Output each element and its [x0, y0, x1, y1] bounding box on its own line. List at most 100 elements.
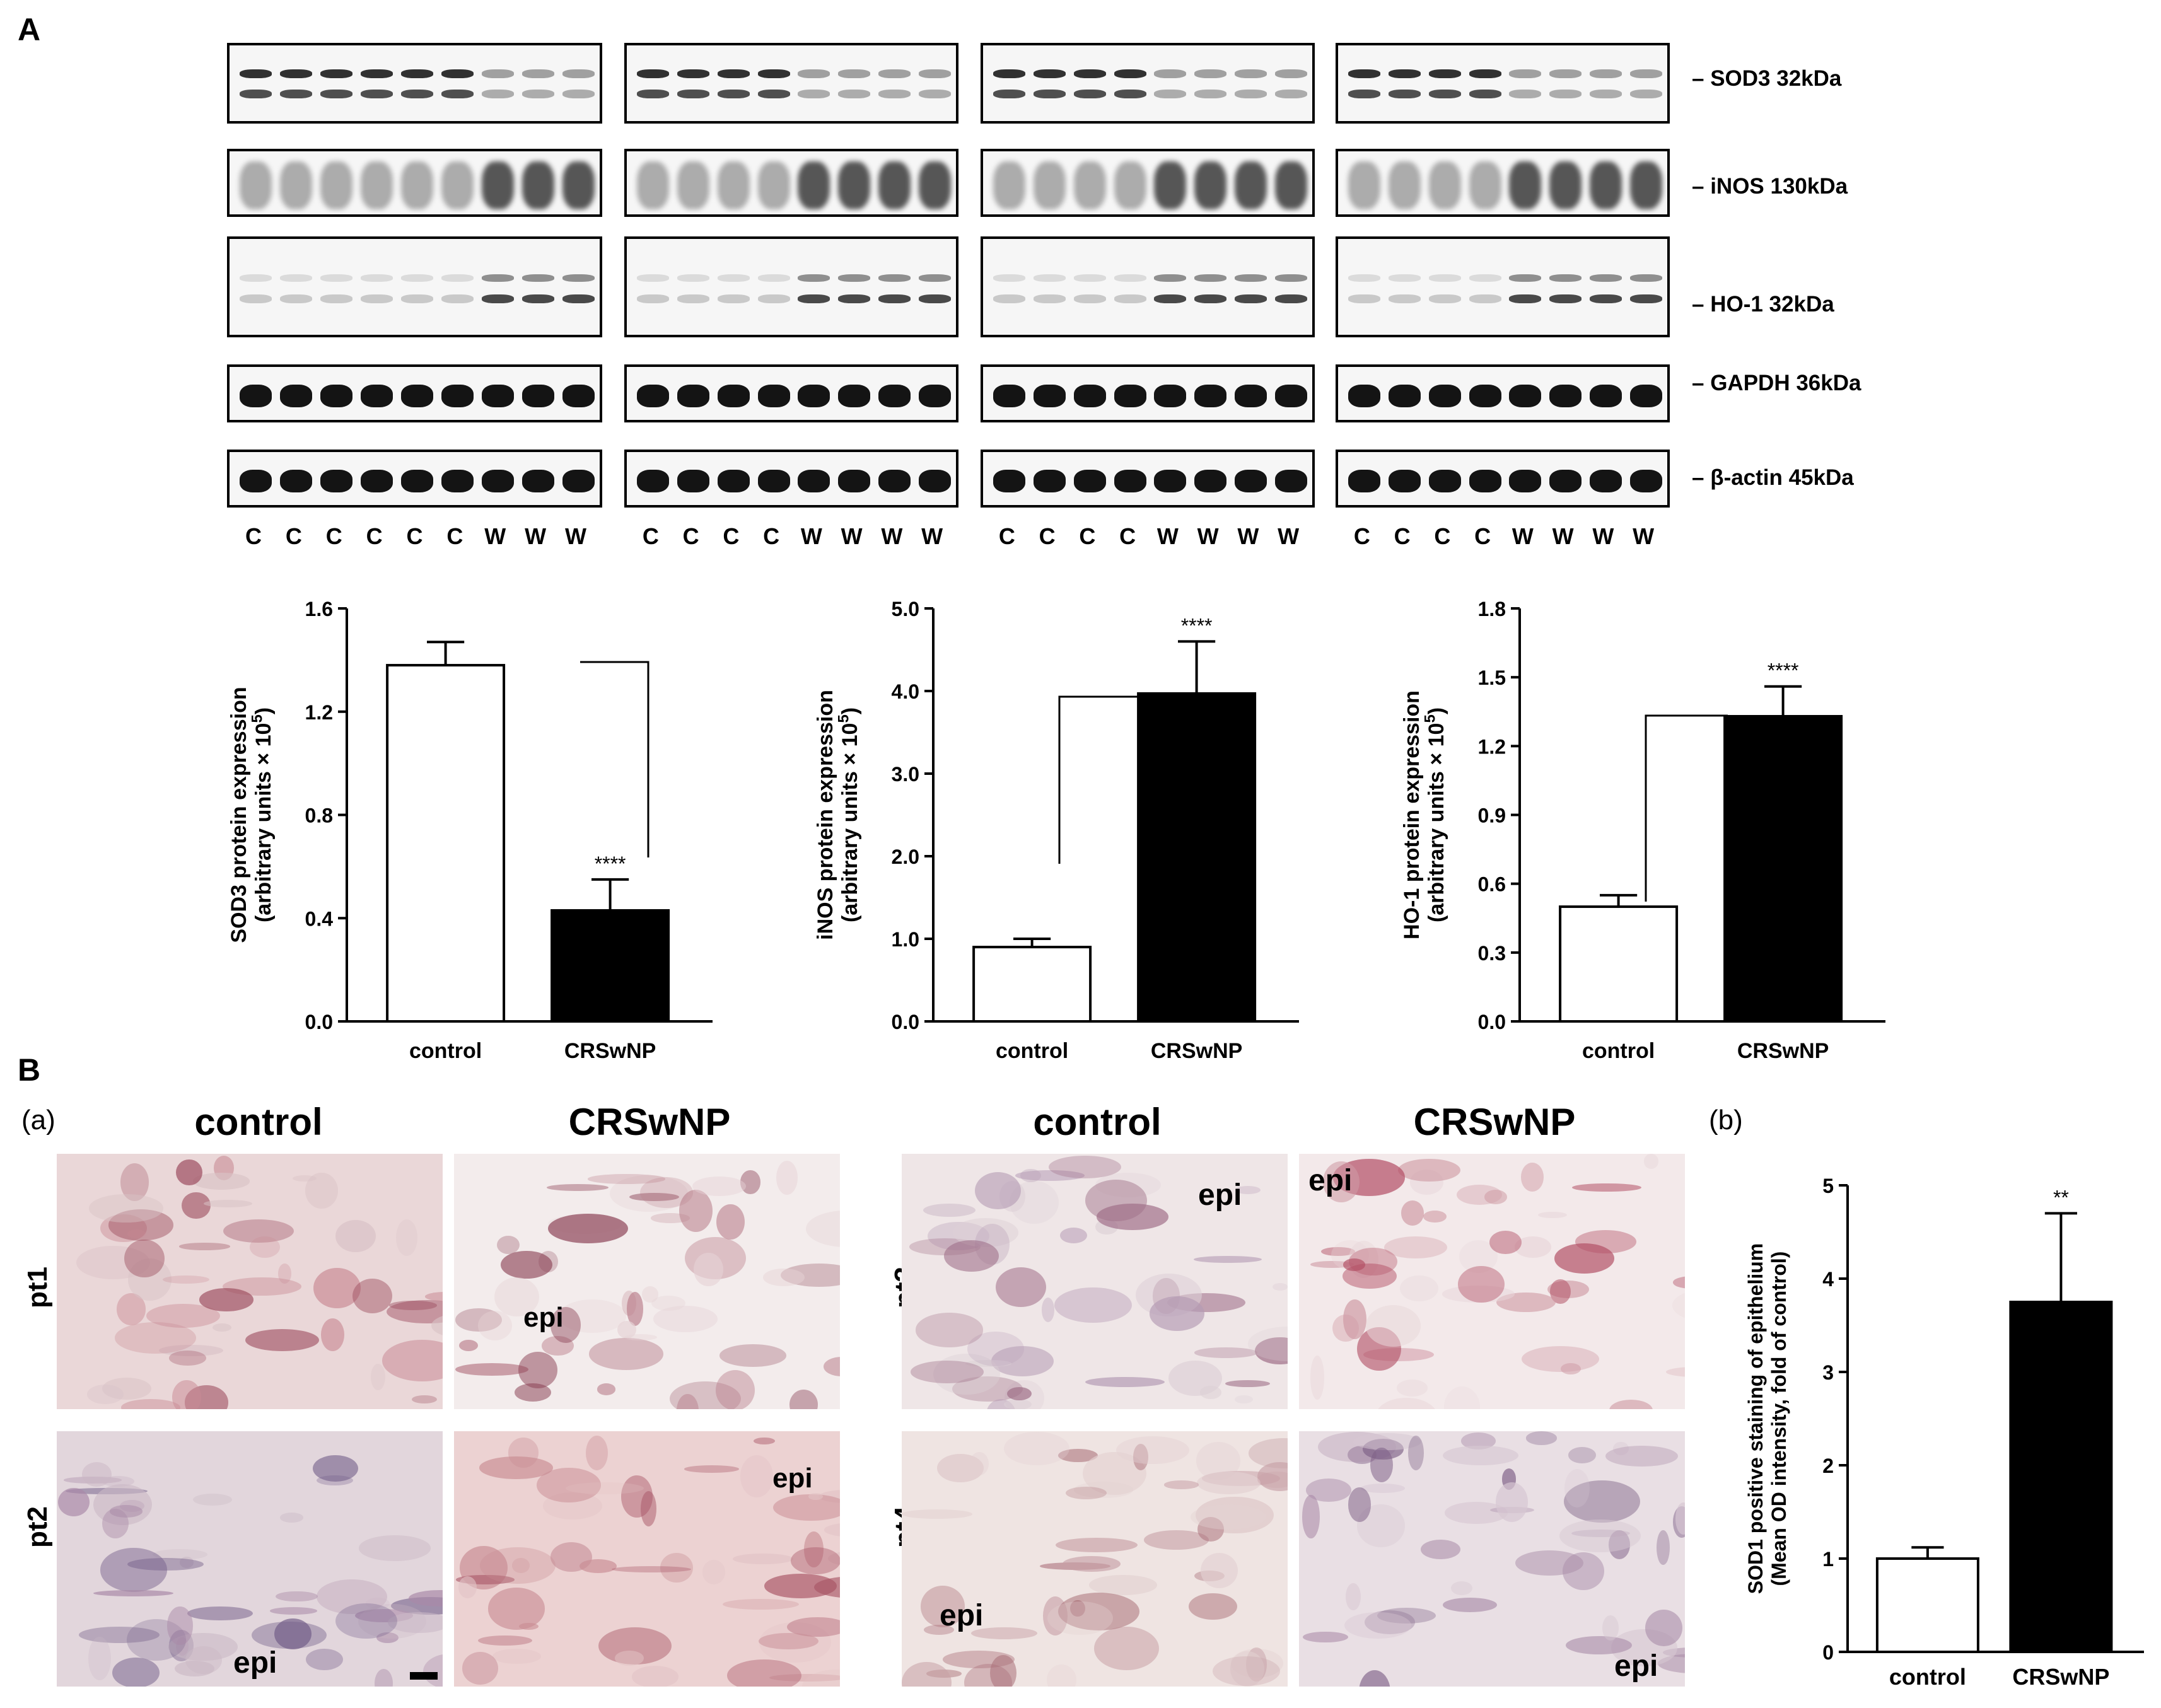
y-axis-label: SOD1 positive staining of epithelium(Mea…: [1744, 1243, 1790, 1595]
band-upper: [1549, 274, 1582, 282]
bar-control: [1875, 1557, 1979, 1653]
band-loading: [400, 384, 434, 408]
tissue-texture: [1257, 1461, 1288, 1491]
y-tick-label: 0.9: [1478, 805, 1506, 827]
tissue-texture: [395, 1219, 417, 1257]
y-tick-label: 4: [1822, 1268, 1834, 1291]
band-loading: [320, 469, 353, 493]
band-loading: [918, 384, 951, 408]
tissue-texture: [389, 1300, 437, 1310]
band-main: [240, 294, 272, 303]
tissue-texture: [1273, 1282, 1288, 1291]
x-category-label: control: [1582, 1039, 1655, 1063]
tissue-texture: [382, 1340, 443, 1381]
column-heading-crswnp-right: CRSwNP: [1413, 1101, 1576, 1143]
y-axis-label-line1: HO-1 protein expression: [1400, 690, 1424, 939]
tissue-texture: [89, 1194, 164, 1223]
tissue-texture: [1213, 1656, 1281, 1687]
tissue-texture: [412, 1395, 437, 1404]
band-upper: [878, 274, 911, 282]
band-lower: [1154, 90, 1187, 99]
band-loading: [521, 469, 554, 493]
band-smear: [798, 161, 830, 209]
blot-gapdh-group-1: [227, 364, 602, 422]
x-category-label: control: [1889, 1664, 1966, 1690]
tissue-texture: [824, 1523, 840, 1537]
band-upper: [1154, 69, 1187, 79]
band-loading: [1428, 469, 1461, 493]
band-smear: [320, 161, 353, 209]
band-loading: [1234, 469, 1267, 493]
tissue-texture: [1006, 1386, 1032, 1401]
tissue-texture: [102, 1378, 152, 1400]
blot-sod3-group-1: [227, 43, 602, 124]
comparison-bracket: [1058, 695, 1141, 864]
band-upper: [1389, 69, 1421, 79]
tissue-texture: [1196, 1496, 1274, 1534]
tissue-texture: [108, 1209, 174, 1241]
band-upper: [1274, 274, 1307, 282]
tissue-texture: [375, 1668, 393, 1687]
band-upper: [400, 274, 434, 282]
x-category-label: CRSwNP: [1151, 1039, 1242, 1063]
tissue-texture: [1093, 1626, 1159, 1670]
band-smear: [838, 161, 871, 209]
y-tick-label: 0.6: [1478, 873, 1506, 896]
tissue-texture: [320, 1318, 344, 1352]
band-lower: [521, 90, 554, 99]
lane-label: W: [1237, 523, 1259, 549]
tissue-texture: [1672, 1289, 1685, 1322]
blot-beta-actin-group-4: [1336, 450, 1670, 508]
band-main: [717, 294, 750, 303]
lane-label: C: [763, 523, 780, 549]
tissue-texture: [615, 1650, 644, 1666]
tissue-texture: [1370, 1448, 1393, 1483]
tissue-texture: [923, 1204, 976, 1217]
tissue-texture: [115, 1322, 197, 1354]
tissue-texture: [631, 1666, 679, 1687]
tissue-texture: [204, 1199, 252, 1207]
tissue-texture: [100, 1548, 168, 1592]
band-upper: [838, 69, 871, 79]
lane-label: W: [881, 523, 903, 549]
tissue-texture: [660, 1552, 693, 1583]
band-loading: [798, 384, 830, 408]
bar-crswnp: [550, 909, 670, 1023]
tissue-texture: [612, 1566, 692, 1573]
band-upper: [1509, 69, 1542, 79]
tissue-texture: [1376, 1397, 1438, 1409]
tissue-texture: [175, 1159, 202, 1186]
y-tick-label: 2: [1822, 1455, 1834, 1477]
band-lower: [441, 90, 474, 99]
lane-label: W: [1278, 523, 1300, 549]
lane-label: C: [325, 523, 342, 549]
tissue-texture: [1310, 1356, 1325, 1400]
band-main: [757, 294, 790, 303]
y-axis-label-line2: (arbitrary units × 10: [252, 723, 276, 923]
lane-label: W: [800, 523, 822, 549]
blot-ho1-group-1: [227, 236, 602, 337]
tissue-texture: [518, 1352, 558, 1388]
tissue-texture: [1444, 1386, 1480, 1409]
blot-gapdh-group-3: [981, 364, 1315, 422]
tissue-texture: [458, 1339, 478, 1351]
tissue-texture: [126, 1619, 187, 1661]
bar-crswnp: [1137, 692, 1257, 1023]
tissue-texture: [305, 1649, 343, 1671]
tissue-texture: [1197, 1517, 1224, 1542]
tissue-texture: [790, 1547, 840, 1574]
band-loading: [521, 384, 554, 408]
tissue-texture: [1364, 1610, 1415, 1634]
tissue-texture: [101, 1475, 134, 1487]
tissue-texture: [1348, 1487, 1372, 1523]
band-lower: [757, 90, 790, 99]
bar-crswnp: [1723, 715, 1843, 1023]
band-upper: [1073, 69, 1106, 79]
tissue-texture: [1609, 1399, 1653, 1409]
epi-label-pt2-control: epi: [233, 1646, 277, 1680]
band-upper: [798, 69, 830, 79]
band-main: [798, 294, 830, 303]
band-lower: [1509, 90, 1542, 99]
blot-sod3-group-4: [1336, 43, 1670, 124]
tissue-texture: [1450, 1581, 1473, 1596]
